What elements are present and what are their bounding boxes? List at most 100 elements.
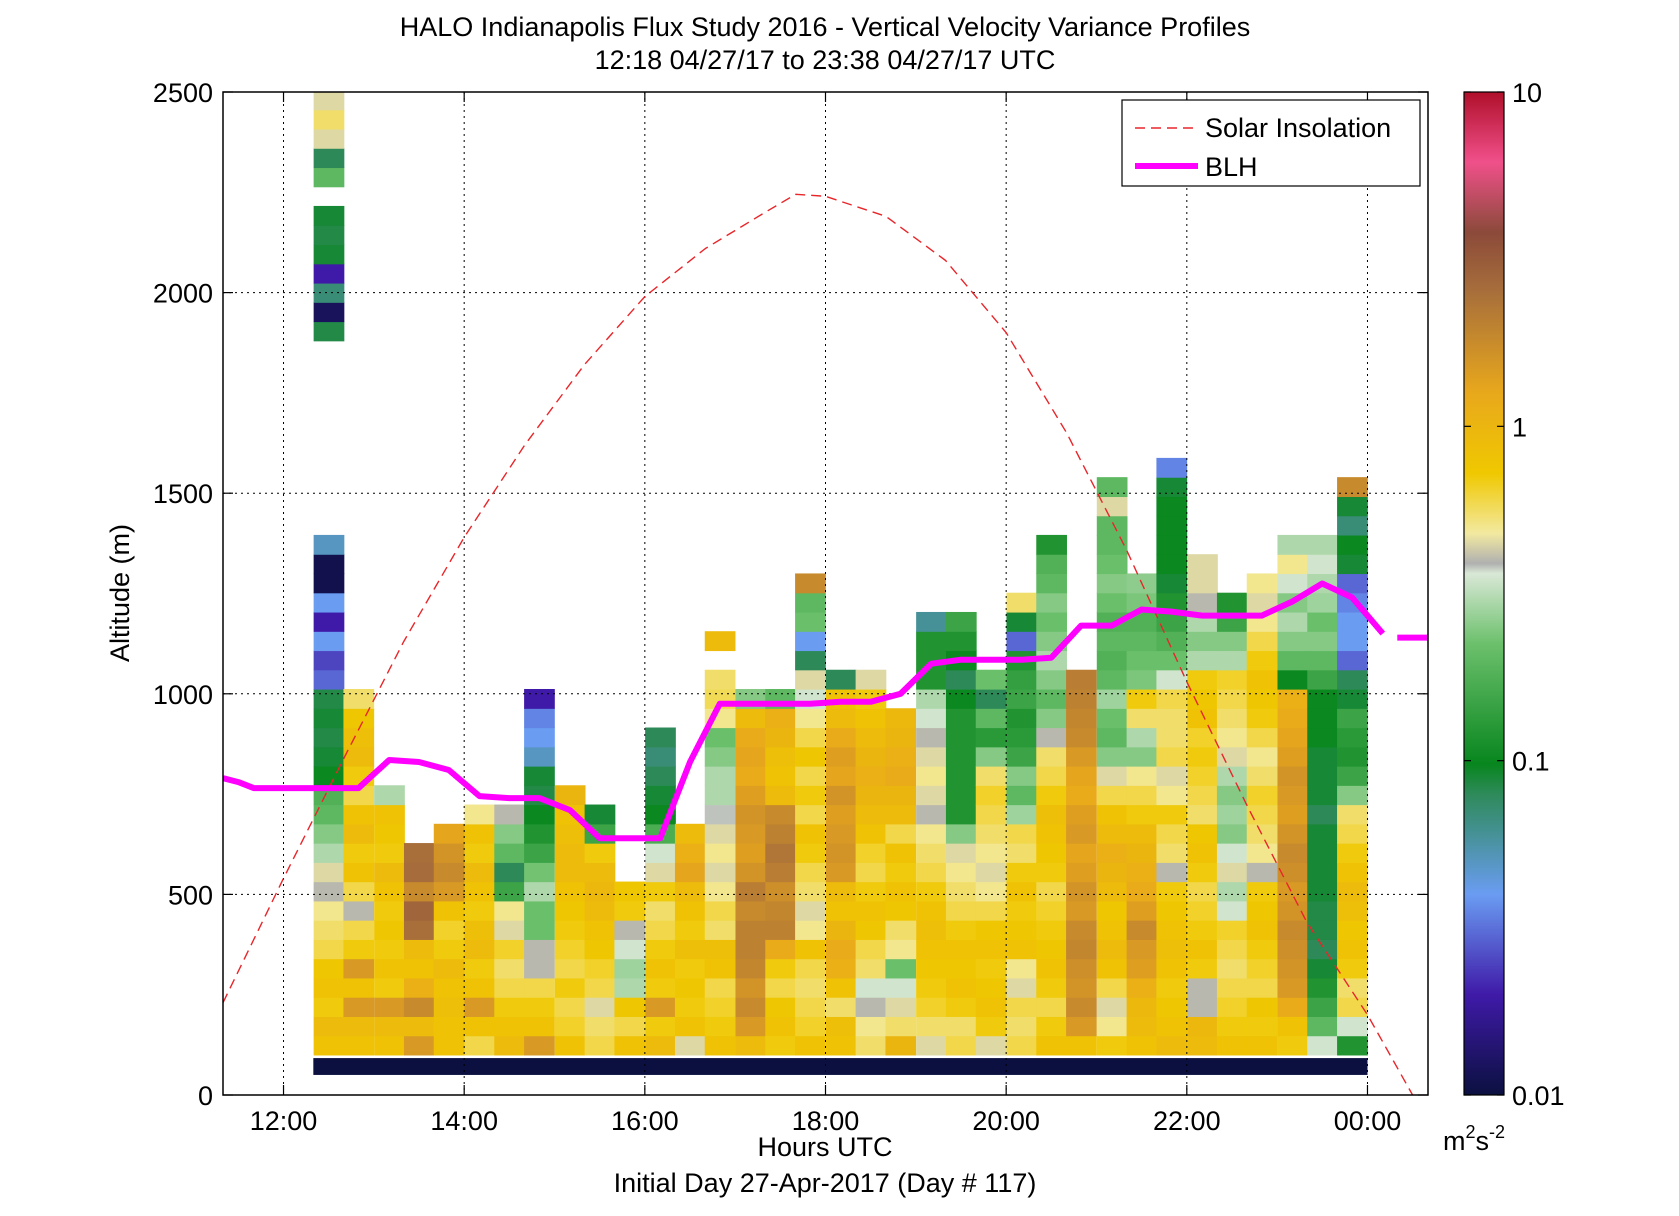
variance-cell	[1096, 939, 1128, 960]
variance-cell	[464, 843, 496, 863]
variance-cell	[1187, 997, 1218, 1017]
variance-cell	[795, 843, 826, 863]
variance-cell	[945, 611, 977, 632]
variance-cell	[1246, 650, 1278, 671]
variance-cell	[765, 920, 796, 940]
variance-cell	[1187, 804, 1218, 825]
variance-cell	[313, 554, 345, 575]
variance-cell	[403, 862, 435, 883]
variance-cell	[1036, 1035, 1067, 1056]
variance-cell	[645, 977, 676, 998]
variance-cell	[1066, 997, 1097, 1017]
variance-cell	[343, 977, 375, 998]
series-lines	[223, 193, 1428, 1095]
variance-cell	[1006, 862, 1038, 883]
variance-cell	[674, 881, 706, 902]
variance-cell	[554, 823, 586, 844]
variance-cell	[1096, 688, 1128, 709]
variance-cell	[1277, 977, 1309, 998]
variance-cell	[1156, 843, 1188, 863]
variance-cell	[825, 881, 857, 902]
variance-cell	[795, 1035, 826, 1056]
variance-cell	[1246, 1016, 1278, 1037]
variance-cell	[1187, 631, 1218, 652]
variance-cell	[584, 804, 616, 825]
variance-cell	[645, 939, 676, 960]
variance-cell	[1216, 997, 1248, 1017]
variance-cell	[1277, 823, 1309, 844]
variance-cell	[1156, 920, 1188, 940]
variance-cell	[1126, 977, 1158, 998]
variance-cell	[1036, 920, 1067, 940]
variance-cell	[1096, 958, 1128, 979]
variance-cell	[825, 939, 857, 960]
variance-cell	[945, 920, 977, 940]
variance-cell	[1096, 573, 1128, 594]
variance-cell	[464, 977, 496, 998]
variance-cell	[1337, 766, 1368, 786]
variance-cell	[313, 727, 345, 748]
variance-cell	[765, 785, 796, 806]
variance-cell	[1307, 708, 1338, 729]
variance-cell	[494, 920, 525, 940]
variance-cell	[1187, 843, 1218, 863]
variance-cell	[916, 1016, 947, 1037]
variance-cell	[1006, 958, 1038, 979]
variance-cell	[1216, 631, 1248, 652]
variance-cell	[645, 997, 676, 1017]
variance-cell	[1337, 958, 1368, 979]
variance-cell	[614, 920, 646, 940]
variance-cell	[1066, 823, 1097, 844]
variance-cell	[795, 804, 826, 825]
variance-cell	[584, 1035, 616, 1056]
variance-cell	[704, 843, 736, 863]
variance-cell	[1216, 650, 1248, 671]
variance-cell	[735, 746, 767, 767]
variance-cell	[1126, 746, 1158, 767]
variance-cell	[735, 881, 767, 902]
variance-cell	[825, 920, 857, 940]
variance-cell	[374, 977, 405, 998]
variance-cell	[1216, 862, 1248, 883]
variance-cell	[313, 534, 345, 555]
variance-cell	[704, 997, 736, 1017]
variance-cell	[1156, 708, 1188, 729]
variance-cell	[313, 282, 345, 303]
grid-lines	[223, 92, 1428, 1095]
variance-cell	[1216, 785, 1248, 806]
variance-cell	[584, 881, 616, 902]
colorbar-gradient	[1463, 91, 1505, 1096]
variance-cell	[1126, 1016, 1158, 1037]
variance-cell	[313, 611, 345, 632]
variance-cell	[494, 977, 525, 998]
variance-cell	[464, 958, 496, 979]
variance-cell	[1036, 708, 1067, 729]
variance-cell	[1307, 977, 1338, 998]
variance-cell	[1096, 554, 1128, 575]
variance-cell	[1277, 631, 1309, 652]
variance-cell	[313, 650, 345, 671]
variance-cell	[614, 900, 646, 921]
variance-cell	[1307, 804, 1338, 825]
variance-cell	[855, 920, 887, 940]
variance-cell	[674, 920, 706, 940]
variance-cell	[765, 766, 796, 786]
variance-cell	[1337, 496, 1368, 517]
variance-cell	[795, 958, 826, 979]
y-tick-label: 500	[168, 880, 213, 910]
variance-cell	[374, 843, 405, 863]
variance-cell	[1307, 843, 1338, 863]
variance-cell	[1216, 804, 1248, 825]
variance-cell	[1156, 804, 1188, 825]
variance-cell	[1006, 631, 1038, 652]
variance-cell	[374, 881, 405, 902]
variance-cell	[494, 1035, 525, 1056]
variance-cell	[1006, 977, 1038, 998]
variance-cell	[1066, 920, 1097, 940]
variance-cell	[464, 920, 496, 940]
variance-cell	[765, 1035, 796, 1056]
variance-cell	[704, 1016, 736, 1037]
variance-cell	[765, 804, 796, 825]
variance-cell	[1187, 746, 1218, 767]
variance-cell	[1307, 611, 1338, 632]
